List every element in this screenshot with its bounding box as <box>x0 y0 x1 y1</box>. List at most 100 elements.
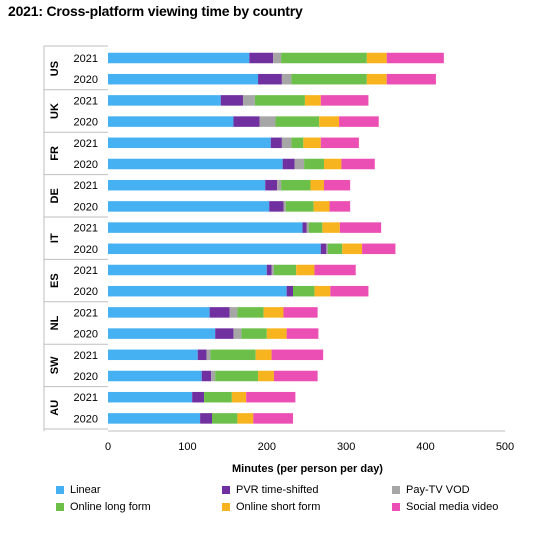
bar-segment <box>108 95 221 106</box>
labels-layer: 0 100 200 300 400 500 Minutes (per person per … <box>49 53 514 475</box>
legend-label: Pay-TV VOD <box>406 484 470 496</box>
bar-segment <box>304 158 324 170</box>
bar-segment <box>249 52 274 64</box>
bar-segment <box>192 391 205 403</box>
legend-label: Social media video <box>406 501 499 513</box>
bar-segment <box>322 222 340 233</box>
bar-segment <box>277 179 282 191</box>
bar-segment <box>108 52 250 64</box>
bar-segment <box>265 179 278 191</box>
bar-segment <box>326 243 328 255</box>
bar-segment <box>330 285 369 297</box>
legend-label: Online long form <box>70 501 151 513</box>
bar-segment <box>246 391 296 403</box>
bar-segment <box>320 137 359 149</box>
country-label: FR <box>49 146 61 161</box>
bar-segment <box>314 285 331 297</box>
legend-label: Linear <box>70 484 101 496</box>
country-label: US <box>49 61 61 76</box>
bar-segment <box>108 158 283 170</box>
legend-item: PVR time-shifted <box>222 484 319 496</box>
year-label: 2020 <box>74 201 98 213</box>
legend-label: PVR time-shifted <box>236 484 319 496</box>
bar-segment <box>212 413 238 424</box>
bar-segment <box>366 73 387 85</box>
year-label: 2021 <box>74 180 98 192</box>
year-label: 2020 <box>74 413 98 425</box>
bar-segment <box>281 137 292 149</box>
bar-segment <box>275 116 320 127</box>
legend-swatch <box>222 486 230 494</box>
x-tick-label: 300 <box>337 441 355 453</box>
x-axis-title: Minutes (per person per day) <box>232 463 383 475</box>
year-label: 2021 <box>74 307 98 319</box>
bar-segment <box>310 179 324 191</box>
bar-segment <box>281 52 367 64</box>
legend-swatch <box>392 503 400 511</box>
bar-segment <box>266 264 272 276</box>
country-label: AU <box>49 400 61 416</box>
bar-segment <box>108 73 259 85</box>
bar-segment <box>108 264 267 276</box>
year-label: 2020 <box>74 329 98 341</box>
bar-segment <box>283 307 318 318</box>
bar-segment <box>271 349 324 361</box>
year-label: 2021 <box>74 265 98 277</box>
bar-segment <box>291 73 367 85</box>
bar-segment <box>108 349 198 361</box>
bar-segment <box>323 179 351 191</box>
bar-segment <box>108 413 201 424</box>
bar-segment <box>220 95 243 106</box>
bar-segment <box>386 52 444 64</box>
bar-segment <box>258 370 274 382</box>
bar-segment <box>108 116 234 127</box>
bar-segment <box>320 243 327 255</box>
bar-segment <box>215 370 259 382</box>
bar-segment <box>286 328 319 339</box>
bar-segment <box>293 285 315 297</box>
bar-segment <box>281 179 311 191</box>
bar-segment <box>282 158 295 170</box>
axis-layer <box>43 45 505 432</box>
year-label: 2020 <box>74 117 98 129</box>
legend-swatch <box>222 503 230 511</box>
bar-segment <box>200 413 213 424</box>
bar-segment <box>339 116 379 127</box>
legend-swatch <box>56 486 64 494</box>
bar-segment <box>255 349 272 361</box>
bar-segment <box>314 264 356 276</box>
year-label: 2021 <box>74 95 98 107</box>
bar-segment <box>108 137 271 149</box>
country-label: ES <box>49 273 61 288</box>
bar-segment <box>271 264 274 276</box>
bar-segment <box>108 222 303 233</box>
bar-segment <box>229 307 238 318</box>
year-label: 2021 <box>74 223 98 235</box>
legend-item: Linear <box>56 484 101 496</box>
bar-segment <box>253 413 294 424</box>
bar-segment <box>197 349 207 361</box>
bar-segment <box>339 222 382 233</box>
bar-segment <box>294 158 305 170</box>
year-label: 2020 <box>74 244 98 256</box>
bar-segment <box>108 285 287 297</box>
bar-segment <box>108 307 210 318</box>
legend-item: Online short form <box>222 501 320 513</box>
bar-segment <box>108 391 193 403</box>
chart-title: 2021: Cross-platform viewing time by cou… <box>8 3 303 19</box>
year-label: 2021 <box>74 138 98 150</box>
bar-segment <box>320 95 369 106</box>
bar-segment <box>233 328 242 339</box>
bar-segment <box>306 222 309 233</box>
country-label: UK <box>49 103 61 119</box>
legend-item: Social media video <box>392 501 498 513</box>
bar-segment <box>108 328 216 339</box>
bar-segment <box>313 201 330 212</box>
bar-segment <box>108 370 202 382</box>
legend-label: Online short form <box>236 501 321 513</box>
bar-segment <box>108 179 266 191</box>
bar-segment <box>237 413 254 424</box>
bar-segment <box>303 137 321 149</box>
year-label: 2020 <box>74 371 98 383</box>
